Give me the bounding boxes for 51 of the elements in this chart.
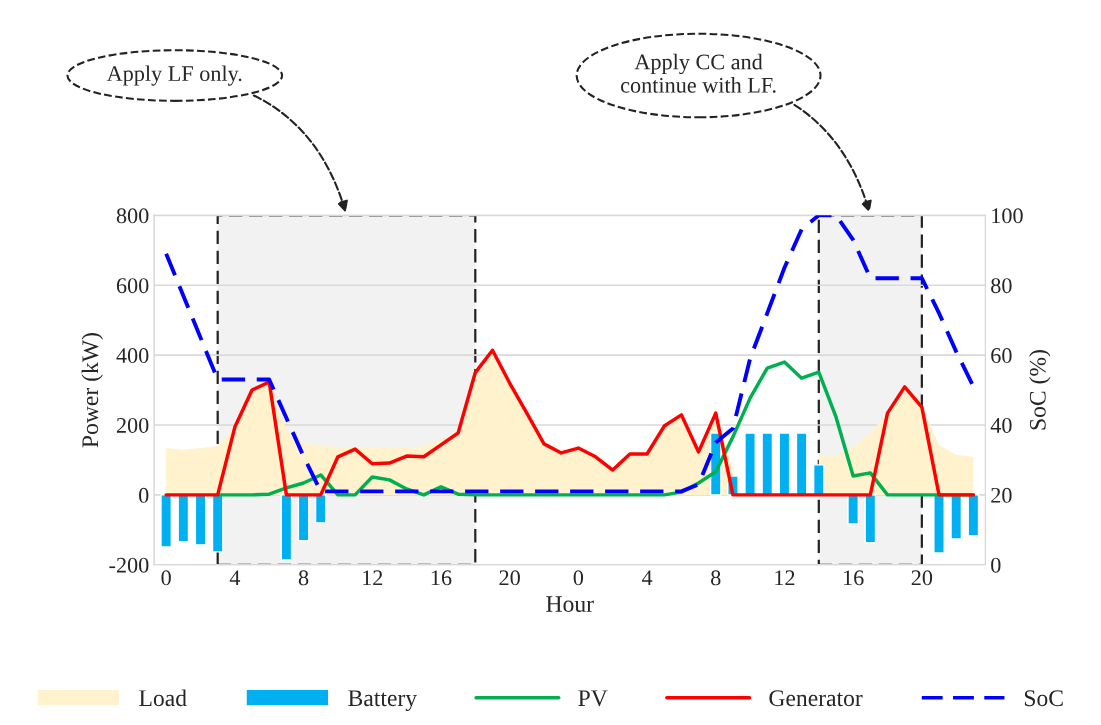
y-tick-label: 600 <box>116 278 149 294</box>
legend-label: Battery <box>348 690 417 711</box>
bar <box>744 432 756 496</box>
bar <box>812 464 825 496</box>
y-tick-label: 400 <box>116 348 149 364</box>
bar <box>314 494 327 524</box>
x-tick-label: 12 <box>363 570 383 586</box>
y-tick-label: 200 <box>116 417 149 433</box>
bar <box>761 432 774 496</box>
x-tick-label: 16 <box>843 570 864 586</box>
x-tick-label: 16 <box>431 570 452 586</box>
y-tick-label: 0 <box>139 487 149 503</box>
x-tick-label: 12 <box>775 570 795 586</box>
x-axis-title: Hour <box>546 596 594 612</box>
x-tick-label: 4 <box>641 570 653 586</box>
bar <box>177 494 190 543</box>
y2-tick-label: 100 <box>992 208 1023 224</box>
y2-tick-label: 20 <box>991 487 1012 503</box>
x-tick-label: 0 <box>161 570 171 586</box>
y2-tick-label: 0 <box>991 557 1001 573</box>
legend-label: Load <box>139 689 187 707</box>
bar <box>847 494 859 525</box>
bar <box>795 432 808 496</box>
y2-axis-title: SoC (%) <box>1029 350 1051 430</box>
x-tick-label: 4 <box>229 570 241 586</box>
x-tick-label: 20 <box>911 570 933 586</box>
y2-tick-label: 60 <box>991 348 1012 364</box>
y2-tick-label: 80 <box>991 278 1012 294</box>
bar <box>967 494 980 537</box>
x-tick-label: 8 <box>298 570 309 586</box>
legend-label: SoC <box>1024 690 1063 707</box>
bar <box>194 494 207 546</box>
legend-label: PV <box>578 690 608 707</box>
bar <box>280 494 293 561</box>
text: Apply CC and continue with LF. <box>621 53 776 93</box>
x-tick-label: 0 <box>573 570 584 586</box>
y2-tick-label: 40 <box>990 417 1012 433</box>
legend-label: Generator <box>769 690 863 707</box>
bar <box>864 494 877 544</box>
bar <box>160 494 173 548</box>
bar <box>950 494 963 540</box>
text: Apply LF only. <box>106 65 242 86</box>
y-tick-label: 800 <box>116 208 149 224</box>
x-tick-label: 20 <box>499 570 520 586</box>
bar <box>933 494 945 554</box>
bar <box>778 432 791 496</box>
x-tick-label: 8 <box>711 570 721 586</box>
y-axis-title: Power (kW) <box>81 333 103 448</box>
y-tick-label: -200 <box>109 557 149 573</box>
bar <box>211 494 224 553</box>
line-series <box>164 215 976 494</box>
